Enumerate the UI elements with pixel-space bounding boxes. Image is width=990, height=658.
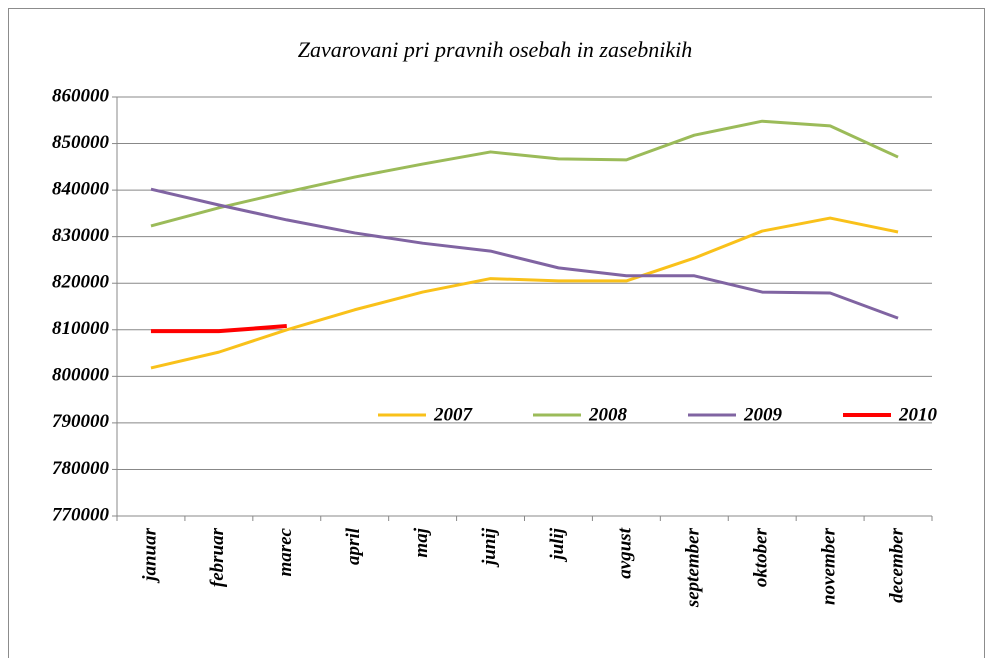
- x-tick-label: december: [886, 527, 907, 603]
- x-tick-label: november: [818, 527, 839, 605]
- x-tick-label: april: [343, 527, 364, 565]
- chart-title: Zavarovani pri pravnih osebah in zasebni…: [298, 37, 693, 62]
- y-tick-label: 830000: [52, 225, 110, 246]
- y-tick-label: 860000: [52, 85, 110, 106]
- y-tick-label: 770000: [52, 504, 110, 525]
- y-tick-label: 780000: [52, 458, 110, 479]
- x-tick-label: julij: [547, 527, 568, 562]
- series-line: [150, 216, 899, 370]
- y-tick-label: 850000: [52, 132, 110, 153]
- x-tick-label: maj: [411, 527, 432, 557]
- series-line: [150, 119, 899, 228]
- x-tick-label: junij: [479, 527, 500, 568]
- y-tick-label: 800000: [52, 365, 110, 386]
- y-tick-label: 790000: [52, 411, 110, 432]
- chart-frame: [8, 8, 985, 658]
- y-tick-label: 810000: [52, 318, 110, 339]
- x-tick-label: januar: [139, 527, 160, 583]
- y-tick-label: 840000: [52, 178, 110, 199]
- x-tick-label: februar: [207, 527, 228, 587]
- legend-label: 2007: [433, 404, 474, 425]
- x-tick-label: avgust: [615, 527, 636, 578]
- x-tick-label: oktober: [751, 527, 772, 587]
- series-line: [150, 324, 287, 334]
- legend-label: 2010: [898, 404, 938, 425]
- x-tick-label: september: [683, 527, 704, 608]
- legend-label: 2009: [743, 404, 783, 425]
- y-tick-label: 820000: [52, 272, 110, 293]
- x-tick-label: marec: [275, 527, 296, 576]
- legend-label: 2008: [588, 404, 628, 425]
- series-line: [150, 187, 899, 320]
